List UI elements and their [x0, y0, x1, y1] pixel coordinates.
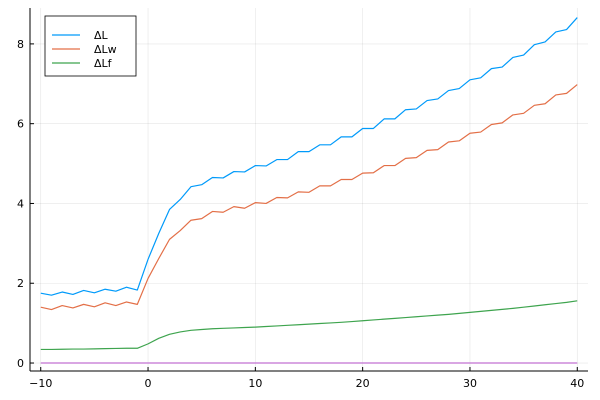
y-tick-label: 8	[17, 38, 24, 51]
y-tick-label: 6	[17, 118, 24, 131]
x-tick-label: 40	[570, 377, 584, 390]
axes	[29, 8, 588, 372]
series	[40, 17, 578, 364]
x-tick-label: 10	[248, 377, 262, 390]
y-tick-label: 2	[17, 277, 24, 290]
series-line-0	[40, 17, 578, 296]
x-tick-label: 0	[145, 377, 152, 390]
legend-box	[44, 15, 137, 77]
series-line-2	[40, 300, 578, 351]
legend-label-2: ΔLf	[94, 57, 113, 70]
legend-label-0: ΔL	[94, 29, 109, 42]
x-tick-label: −10	[29, 377, 52, 390]
legend-label-1: ΔLw	[94, 43, 117, 56]
y-tick-label: 0	[17, 357, 24, 370]
legend: ΔL ΔLw ΔLf	[44, 15, 137, 77]
y-tick-label: 4	[17, 197, 24, 210]
series-line-1	[40, 84, 578, 311]
x-tick-label: 30	[463, 377, 477, 390]
x-tick-label: 20	[356, 377, 370, 390]
tick-labels: −10 0 10 20 30 40 0 2 4 6 8	[17, 38, 584, 390]
